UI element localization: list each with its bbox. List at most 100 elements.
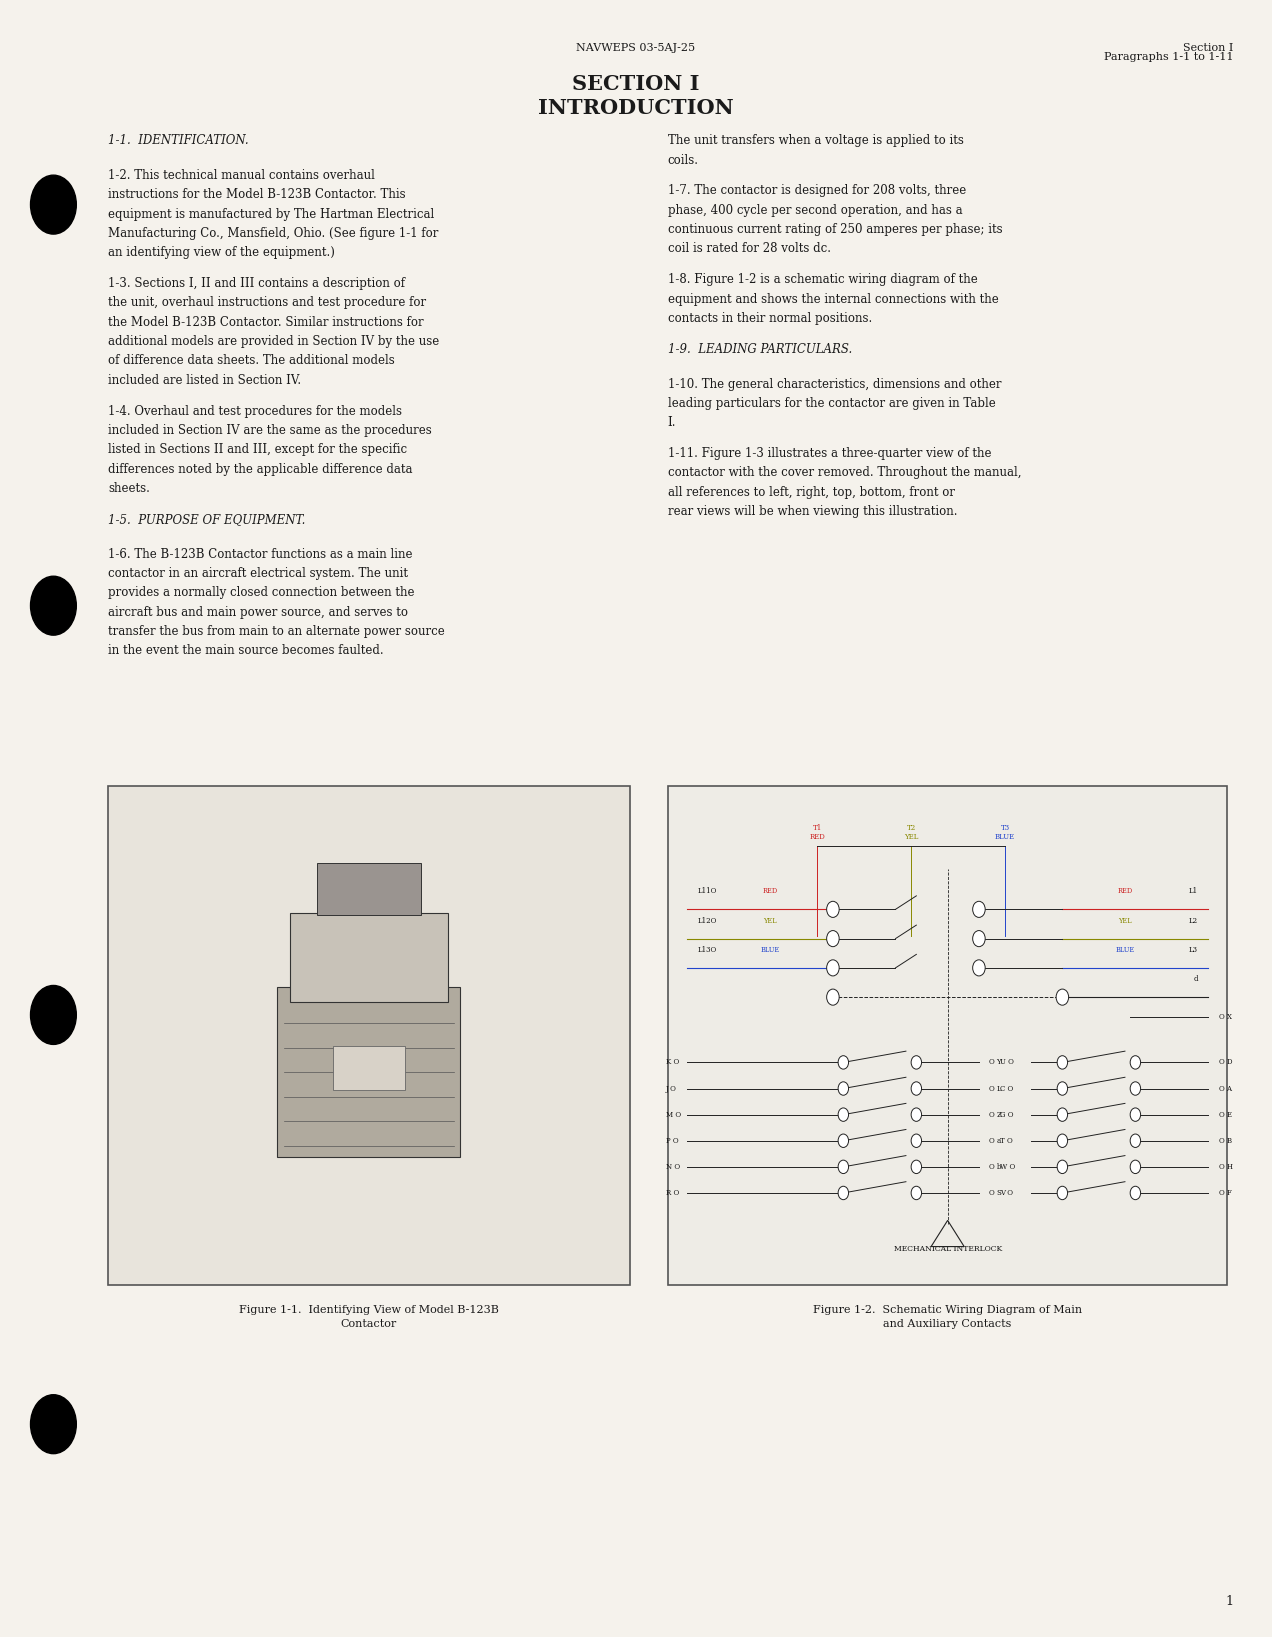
Text: 1-9.  LEADING PARTICULARS.: 1-9. LEADING PARTICULARS. [668, 342, 852, 355]
Text: O X: O X [1219, 1013, 1231, 1021]
Text: provides a normally closed connection between the: provides a normally closed connection be… [108, 586, 415, 599]
Text: included are listed in Section IV.: included are listed in Section IV. [108, 373, 301, 386]
Text: coil is rated for 28 volts dc.: coil is rated for 28 volts dc. [668, 242, 831, 255]
Circle shape [31, 576, 76, 635]
FancyBboxPatch shape [317, 863, 421, 915]
Circle shape [911, 1187, 922, 1200]
Circle shape [1131, 1161, 1141, 1174]
Text: contactor with the cover removed. Throughout the manual,: contactor with the cover removed. Throug… [668, 467, 1021, 480]
Text: 1-1.  IDENTIFICATION.: 1-1. IDENTIFICATION. [108, 134, 249, 147]
Circle shape [973, 959, 986, 976]
Text: 1-2. This technical manual contains overhaul: 1-2. This technical manual contains over… [108, 169, 375, 182]
Circle shape [1131, 1134, 1141, 1148]
Text: W O: W O [1000, 1162, 1015, 1170]
Text: BLUE: BLUE [1116, 946, 1135, 954]
Text: T3
BLUE: T3 BLUE [995, 823, 1015, 841]
Circle shape [838, 1056, 848, 1069]
Circle shape [1131, 1108, 1141, 1121]
Text: L13O: L13O [697, 946, 716, 954]
Text: L11O: L11O [697, 887, 716, 895]
Circle shape [1131, 1056, 1141, 1069]
Text: The unit transfers when a voltage is applied to its: The unit transfers when a voltage is app… [668, 134, 964, 147]
Circle shape [973, 902, 986, 917]
Text: rear views will be when viewing this illustration.: rear views will be when viewing this ill… [668, 506, 958, 519]
Text: Section I: Section I [1183, 43, 1234, 52]
Text: V O: V O [1000, 1188, 1013, 1197]
Circle shape [1057, 1108, 1067, 1121]
Text: O H: O H [1219, 1162, 1233, 1170]
Circle shape [827, 959, 840, 976]
Text: RED: RED [1117, 887, 1132, 895]
Text: R O: R O [667, 1188, 679, 1197]
FancyBboxPatch shape [108, 786, 630, 1285]
Text: O b: O b [990, 1162, 1002, 1170]
Text: T1
RED: T1 RED [809, 823, 826, 841]
Text: P O: P O [667, 1136, 679, 1144]
Circle shape [1057, 1082, 1067, 1095]
Text: SECTION I: SECTION I [572, 74, 700, 93]
Circle shape [838, 1134, 848, 1148]
Text: 1-8. Figure 1-2 is a schematic wiring diagram of the: 1-8. Figure 1-2 is a schematic wiring di… [668, 273, 978, 286]
Text: O D: O D [1219, 1059, 1233, 1066]
Text: L2: L2 [1189, 917, 1198, 925]
Text: 1-3. Sections I, II and III contains a description of: 1-3. Sections I, II and III contains a d… [108, 277, 404, 290]
Circle shape [1131, 1082, 1141, 1095]
Text: the unit, overhaul instructions and test procedure for: the unit, overhaul instructions and test… [108, 296, 426, 309]
Text: Figure 1-1.  Identifying View of Model B-123B
Contactor: Figure 1-1. Identifying View of Model B-… [239, 1305, 499, 1329]
Text: INTRODUCTION: INTRODUCTION [538, 98, 734, 118]
Text: transfer the bus from main to an alternate power source: transfer the bus from main to an alterna… [108, 625, 445, 638]
Text: additional models are provided in Section IV by the use: additional models are provided in Sectio… [108, 336, 439, 349]
Text: 1: 1 [1226, 1594, 1234, 1608]
Circle shape [911, 1056, 922, 1069]
Text: U O: U O [1000, 1059, 1014, 1066]
Circle shape [838, 1108, 848, 1121]
Circle shape [827, 902, 840, 917]
Circle shape [911, 1161, 922, 1174]
Text: T O: T O [1000, 1136, 1013, 1144]
Text: O E: O E [1219, 1110, 1231, 1118]
Circle shape [838, 1161, 848, 1174]
Circle shape [827, 930, 840, 946]
Text: listed in Sections II and III, except for the specific: listed in Sections II and III, except fo… [108, 444, 407, 457]
Text: phase, 400 cycle per second operation, and has a: phase, 400 cycle per second operation, a… [668, 203, 963, 216]
Text: Paragraphs 1-1 to 1-11: Paragraphs 1-1 to 1-11 [1104, 52, 1234, 62]
Circle shape [911, 1082, 922, 1095]
Text: T2
YEL: T2 YEL [904, 823, 918, 841]
Text: O a: O a [990, 1136, 1001, 1144]
Text: L1: L1 [1189, 887, 1198, 895]
Text: K O: K O [667, 1059, 679, 1066]
Circle shape [31, 1395, 76, 1454]
Circle shape [827, 989, 840, 1005]
Text: continuous current rating of 250 amperes per phase; its: continuous current rating of 250 amperes… [668, 223, 1002, 236]
Circle shape [31, 985, 76, 1044]
Text: O S: O S [990, 1188, 1002, 1197]
Text: 1-5.  PURPOSE OF EQUIPMENT.: 1-5. PURPOSE OF EQUIPMENT. [108, 512, 305, 525]
Text: O L: O L [990, 1085, 1002, 1092]
Circle shape [1057, 1187, 1067, 1200]
Text: YEL: YEL [1118, 917, 1132, 925]
Text: leading particulars for the contactor are given in Table: leading particulars for the contactor ar… [668, 396, 996, 409]
Text: YEL: YEL [763, 917, 777, 925]
Text: d: d [1193, 976, 1198, 984]
Text: all references to left, right, top, bottom, front or: all references to left, right, top, bott… [668, 486, 955, 499]
Circle shape [911, 1134, 922, 1148]
Text: sheets.: sheets. [108, 481, 150, 494]
FancyBboxPatch shape [332, 1046, 404, 1090]
Text: of difference data sheets. The additional models: of difference data sheets. The additiona… [108, 355, 394, 367]
Text: O A: O A [1219, 1085, 1231, 1092]
Text: aircraft bus and main power source, and serves to: aircraft bus and main power source, and … [108, 606, 408, 619]
Text: C O: C O [1000, 1085, 1013, 1092]
Circle shape [838, 1082, 848, 1095]
Text: CONTACTOR
AC Power: CONTACTOR AC Power [350, 1056, 388, 1066]
Text: O Y: O Y [990, 1059, 1002, 1066]
Text: 1-10. The general characteristics, dimensions and other: 1-10. The general characteristics, dimen… [668, 378, 1001, 391]
Text: N O: N O [667, 1162, 681, 1170]
Circle shape [838, 1187, 848, 1200]
Circle shape [1057, 1161, 1067, 1174]
Text: MECHANICAL INTERLOCK: MECHANICAL INTERLOCK [893, 1246, 1002, 1254]
Text: instructions for the Model B-123B Contactor. This: instructions for the Model B-123B Contac… [108, 188, 406, 201]
Circle shape [1056, 989, 1068, 1005]
Text: L3: L3 [1189, 946, 1198, 954]
Text: Figure 1-2.  Schematic Wiring Diagram of Main
and Auxiliary Contacts: Figure 1-2. Schematic Wiring Diagram of … [813, 1305, 1082, 1329]
Circle shape [1057, 1134, 1067, 1148]
